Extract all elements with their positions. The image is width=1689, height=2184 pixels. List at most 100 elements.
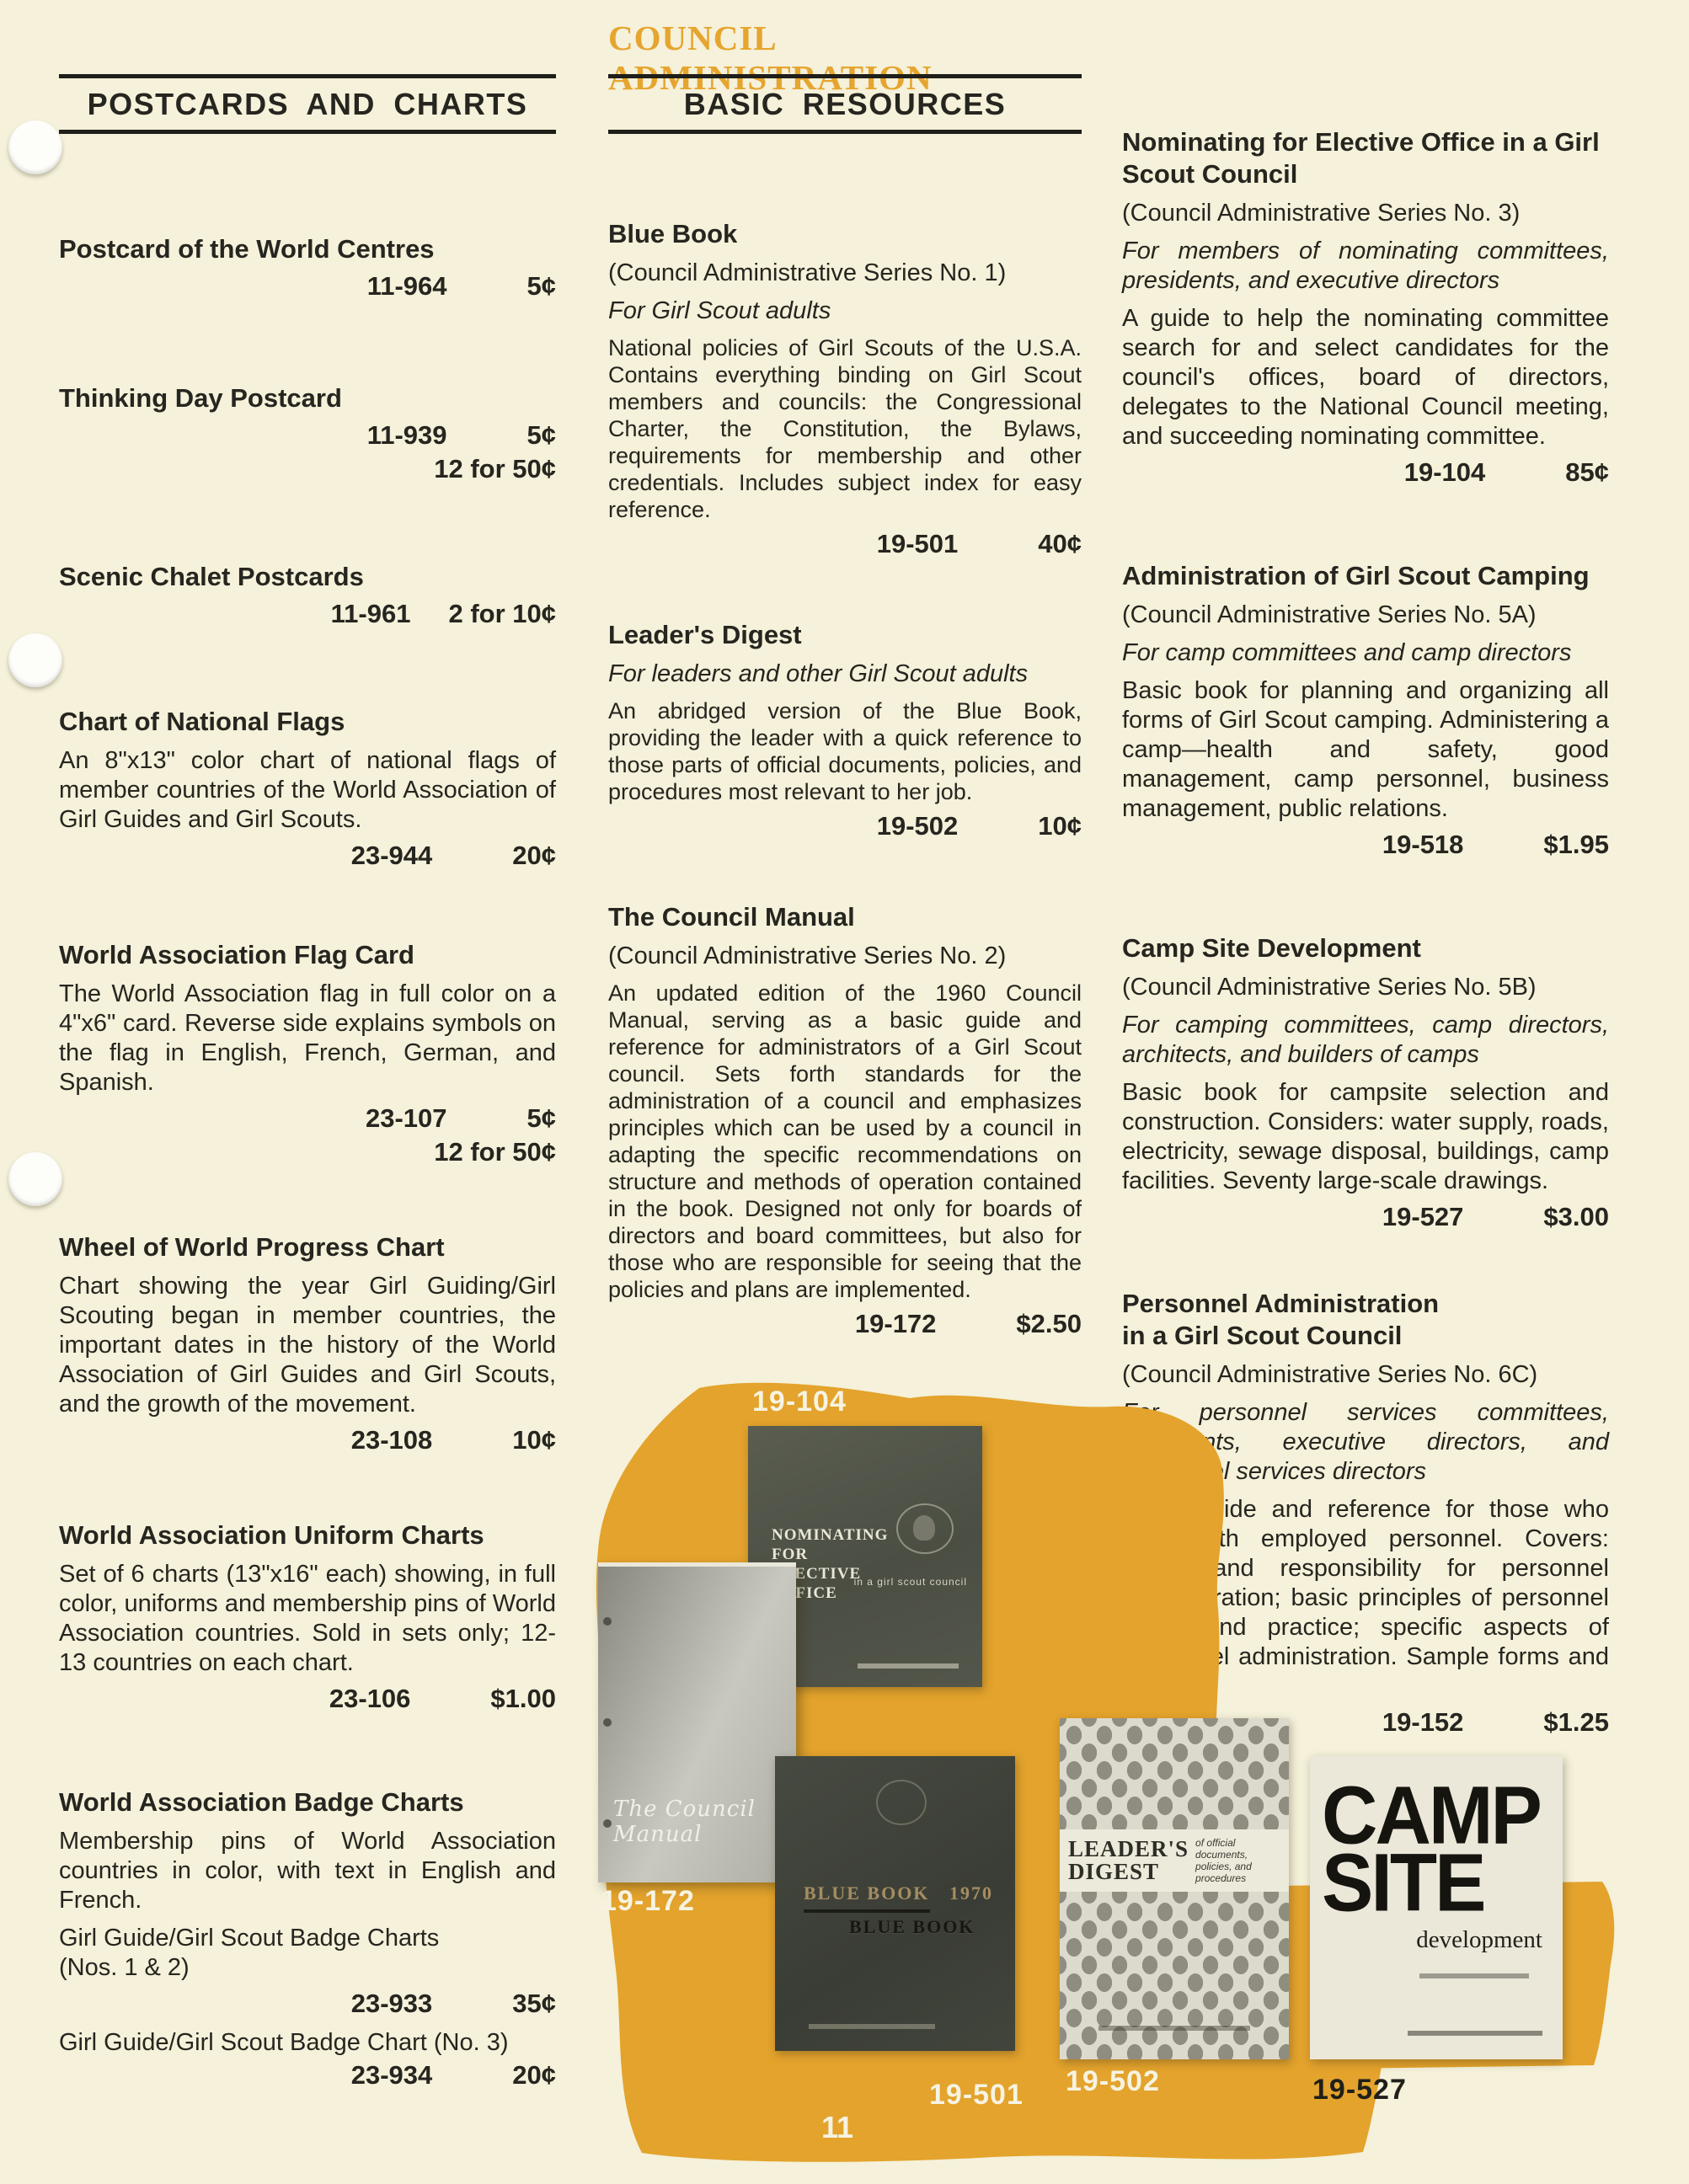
fine-print-decoration (1098, 2026, 1250, 2031)
price: 40¢ (1038, 529, 1082, 558)
product-title: Scenic Chalet Postcards (59, 562, 364, 591)
price-row: 19-104 85¢ (1122, 457, 1609, 489)
series-note: (Council Administrative Series No. 6C) (1122, 1361, 1538, 1388)
price: 35¢ (512, 1989, 556, 2018)
product-item: Scenic Chalet Postcards 11-961 2 for 10¢ (59, 561, 556, 630)
column-header: BASIC RESOURCES (683, 87, 1007, 121)
multi-price: 12 for 50¢ (434, 454, 556, 483)
price: 20¢ (512, 841, 556, 870)
product-description: Chart showing the year Girl Guiding/Girl… (59, 1273, 556, 1418)
product-title: World Association Flag Card (59, 940, 414, 969)
product-item: Blue Book (Council Administrative Series… (608, 218, 1082, 560)
book-year: 1970 (949, 1882, 993, 1904)
catalog-number: 11-939 (366, 420, 447, 450)
catalog-number: 19-518 (1382, 830, 1464, 859)
product-photo-collage: 19-104 NOMINATING FOR ELECTIVE OFFICE in… (573, 1381, 1643, 2184)
product-description: National policies of Girl Scouts of the … (608, 335, 1082, 522)
fine-print-decoration (1419, 1973, 1529, 1978)
product-item: Thinking Day Postcard 11-939 5¢ 12 for 5… (59, 382, 556, 485)
product-item: World Association Badge Charts Membershi… (59, 1786, 556, 2091)
punch-hole-icon (8, 120, 62, 174)
catalog-number: 23-934 (350, 2060, 433, 2090)
product-item: World Association Flag Card The World As… (59, 939, 556, 1168)
price-row: 11-939 5¢ (59, 419, 556, 451)
punch-hole-icon (8, 1152, 62, 1206)
product-description: An 8"x13" color chart of national flags … (59, 747, 556, 833)
catalog-number: 11-964 (366, 271, 447, 301)
product-title: Postcard of the World Centres (59, 234, 435, 264)
catalog-number: 23-108 (350, 1425, 433, 1455)
photo-label: 19-104 (752, 1386, 847, 1418)
product-description: The World Association flag in full color… (59, 980, 556, 1096)
fine-print-decoration (858, 1663, 959, 1669)
catalog-number: 19-152 (1382, 1707, 1464, 1737)
price-row: 23-933 35¢ (59, 1988, 556, 2020)
price-row: 23-944 20¢ (59, 840, 556, 872)
product-item: Camp Site Development (Council Administr… (1122, 932, 1609, 1233)
girl-scout-emblem-icon (896, 1503, 954, 1554)
product-item: Chart of National Flags An 8"x13" color … (59, 706, 556, 872)
price: 10¢ (1038, 811, 1082, 841)
product-title: Camp Site Development (1122, 933, 1421, 963)
price: $1.00 (490, 1684, 556, 1713)
audience-note: For leaders and other Girl Scout adults (608, 660, 1029, 687)
price-row: 19-172 $2.50 (608, 1308, 1082, 1340)
page-title-line1: COUNCIL (608, 19, 778, 57)
price-row: 19-501 40¢ (608, 528, 1082, 560)
product-description: Membership pins of World Association cou… (59, 1828, 556, 1914)
product-item: The Council Manual (Council Administrati… (608, 901, 1082, 1340)
product-title: World Association Uniform Charts (59, 1520, 484, 1550)
product-description: Set of 6 charts (13"x16" each) showing, … (59, 1561, 556, 1676)
product-description: An abridged version of the Blue Book, pr… (608, 698, 1082, 804)
book-title-line1: CAMP (1322, 1770, 1542, 1861)
book-title-embossed: BLUE BOOK (849, 1916, 975, 1937)
price-row: 19-518 $1.95 (1122, 829, 1609, 861)
multi-price: 12 for 50¢ (434, 1137, 556, 1167)
price: $3.00 (1543, 1202, 1609, 1231)
price-row: 19-152 $1.25 (1122, 1706, 1609, 1738)
book-title-row: BLUE BOOK 1970 (804, 1882, 993, 1904)
book-subtitle: in a girl scout council (853, 1576, 967, 1588)
photo-label: 19-527 (1312, 2074, 1407, 2106)
catalog-number: 11-961 (330, 599, 411, 628)
catalog-number: 19-502 (876, 811, 959, 841)
price: 2 for 10¢ (448, 599, 556, 628)
product-title: Leader's Digest (608, 620, 802, 649)
product-item: Postcard of the World Centres 11-964 5¢ (59, 233, 556, 302)
photo-label: 19-502 (1066, 2065, 1160, 2097)
fine-print-decoration (1408, 2031, 1542, 2036)
product-item: Wheel of World Progress Chart Chart show… (59, 1231, 556, 1456)
book-title-line2: SITE (1322, 1837, 1486, 1929)
product-title: Thinking Day Postcard (59, 383, 342, 413)
book-title: BLUE BOOK (804, 1882, 930, 1904)
series-note: (Council Administrative Series No. 5A) (1122, 601, 1537, 628)
price: $2.50 (1016, 1309, 1082, 1338)
price-row: 11-961 2 for 10¢ (59, 598, 556, 630)
binder-hole-icon (603, 1819, 612, 1828)
price-row: 19-527 $3.00 (1122, 1201, 1609, 1233)
price-row: 12 for 50¢ (59, 453, 556, 485)
product-title: Chart of National Flags (59, 707, 345, 736)
product-description: A guide to help the nominating committee… (1122, 305, 1609, 450)
book-title-line2: DIGEST (1068, 1859, 1160, 1884)
product-description: Basic book for campsite selection and co… (1122, 1079, 1609, 1194)
page-number: 11 (821, 2110, 854, 2144)
price: 5¢ (526, 420, 556, 450)
series-note: (Council Administrative Series No. 2) (608, 942, 1007, 969)
audience-note: For camp committees and camp directors (1122, 639, 1572, 666)
price-row: 11-964 5¢ (59, 270, 556, 302)
product-title: Blue Book (608, 219, 738, 248)
divider (608, 74, 1082, 78)
book-title: LEADER'S DIGEST (1068, 1838, 1189, 1883)
book-title-line3: development (1416, 1926, 1542, 1953)
price-row: 23-108 10¢ (59, 1424, 556, 1456)
audience-note: For Girl Scout adults (608, 297, 831, 324)
price-row: 23-934 20¢ (59, 2059, 556, 2091)
product-item: Nominating for Elective Office in a Girl… (1122, 126, 1609, 489)
binder-hole-icon (603, 1617, 612, 1626)
photo-label: 19-172 (601, 1885, 695, 1917)
product-variant: Girl Guide/Girl Scout Badge Charts (Nos.… (59, 1925, 440, 1981)
product-title: World Association Badge Charts (59, 1787, 464, 1817)
catalog-number: 23-944 (350, 841, 433, 870)
